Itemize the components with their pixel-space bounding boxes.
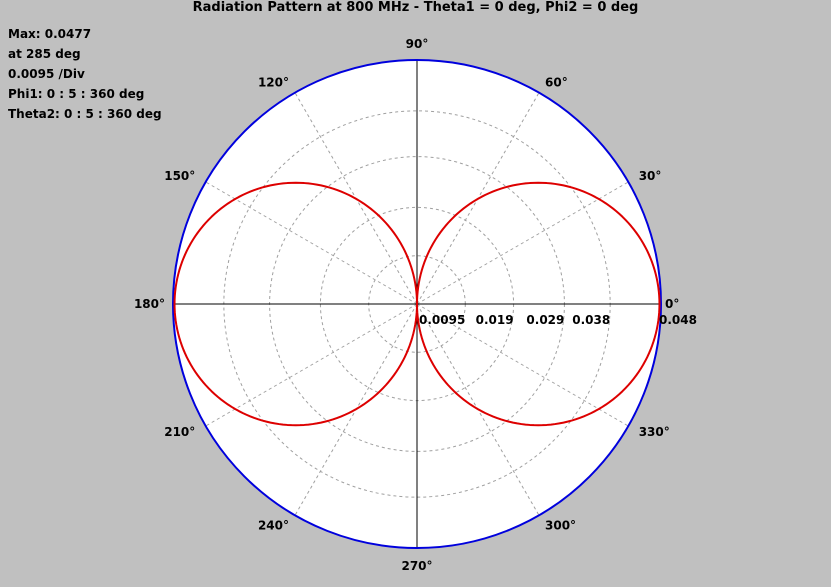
info-max: Max: 0.0477 [8,27,92,41]
radial-label-5: 0.048 [659,313,697,327]
outer-circle [172,59,662,549]
grid-spoke-330 [416,303,629,427]
angle-label-90: 90° [406,37,429,51]
angle-label-270: 270° [401,559,432,573]
info-panel: Max: 0.0477 at 285 deg 0.0095 /Div Phi1:… [8,26,162,126]
chart-title: Radiation Pattern at 800 MHz - Theta1 = … [192,0,639,15]
radial-label-3: 0.029 [526,313,564,327]
info-phi-range: Phi1: 0 : 5 : 360 deg [8,87,145,101]
angle-label-300: 300° [545,519,576,533]
grid-spoke-150 [205,181,418,305]
angle-label-330: 330° [639,425,670,439]
info-theta-range: Theta2: 0 : 5 : 360 deg [8,107,162,121]
radial-label-4: 0.038 [572,313,610,327]
grid-spoke-210 [205,303,418,427]
angle-label-240: 240° [258,519,289,533]
grid-spoke-30 [416,181,629,305]
pattern-series-1 [173,181,661,427]
angle-label-210: 210° [164,425,195,439]
radial-label-2: 0.019 [476,313,514,327]
radial-label-1: 0.0095 [419,313,465,327]
info-division: 0.0095 /Div [8,67,85,81]
angle-label-180: 180° [134,297,165,311]
angle-label-0: 0° [665,297,679,311]
angle-label-60: 60° [545,75,568,89]
angle-label-150: 150° [164,169,195,183]
angle-label-30: 30° [639,169,662,183]
angle-label-120: 120° [258,75,289,89]
info-max-angle: at 285 deg [8,47,81,61]
